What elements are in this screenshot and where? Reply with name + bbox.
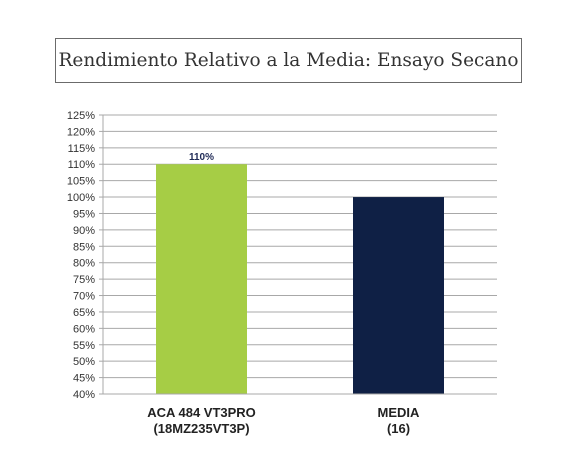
x-category-label: ACA 484 VT3PRO	[147, 405, 256, 420]
data-label: 110%	[189, 152, 214, 163]
y-tick-label: 90%	[73, 225, 95, 237]
y-tick-label: 75%	[73, 274, 95, 286]
y-tick-label: 115%	[68, 143, 96, 155]
y-axis: 40% 45% 50% 55% 60% 65% 70% 75% 80% 85% 90% 95% 100%…	[67, 110, 104, 401]
y-tick-label: 50%	[73, 356, 95, 368]
y-tick-label: 100%	[67, 192, 95, 204]
y-tick-label: 120%	[67, 126, 95, 138]
y-tick-label: 85%	[73, 241, 95, 253]
y-tick-label: 105%	[67, 176, 95, 188]
y-tick-label: 45%	[73, 373, 95, 385]
y-tick-label: 95%	[73, 208, 95, 220]
x-category-label: MEDIA	[378, 405, 421, 420]
y-tick-label: 65%	[73, 307, 95, 319]
y-tick-label: 80%	[73, 258, 95, 270]
y-tick-label: 40%	[73, 389, 95, 401]
y-tick-label: 125%	[67, 110, 95, 122]
y-tick-label: 110%	[68, 159, 96, 171]
x-axis: ACA 484 VT3PRO(18MZ235VT3P) MEDIA(16)	[103, 393, 497, 436]
x-category-label: (18MZ235VT3P)	[153, 421, 249, 436]
bar	[156, 164, 247, 394]
x-category-label: (16)	[387, 421, 410, 436]
bar	[353, 197, 444, 394]
y-tick-label: 60%	[73, 323, 95, 335]
y-tick-label: 55%	[73, 340, 95, 352]
y-tick-label: 70%	[73, 291, 95, 303]
chart-title: Rendimiento Relativo a la Media: Ensayo …	[55, 38, 522, 83]
bars: 110%	[156, 152, 444, 394]
